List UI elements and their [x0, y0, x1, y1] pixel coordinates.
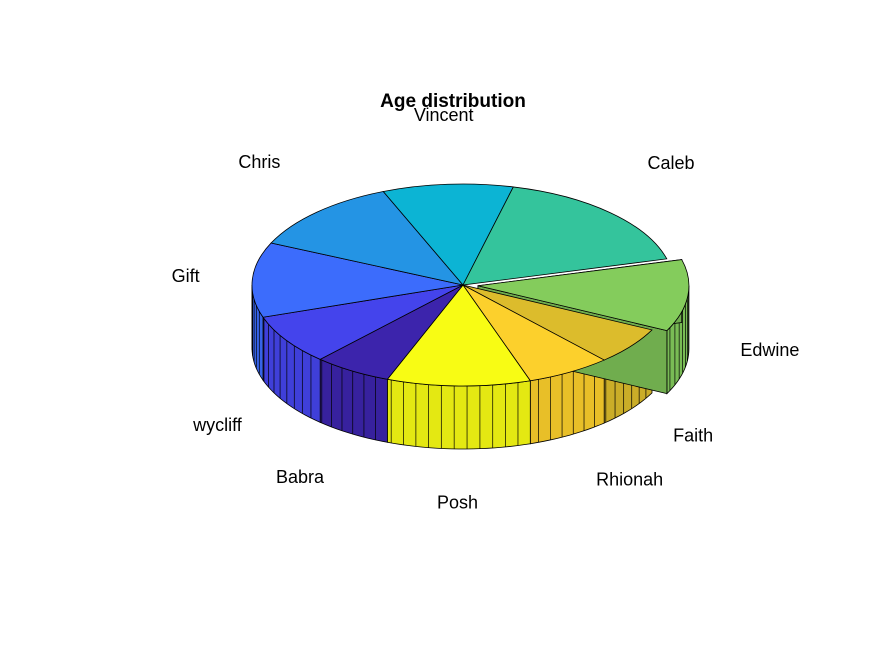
slice-edwine [477, 259, 690, 332]
slice-caleb [462, 186, 668, 286]
slice-label-edwine: Edwine [740, 340, 799, 360]
slice-vincent [382, 183, 514, 286]
slice-posh [386, 284, 531, 387]
slice-label-babra: Babra [276, 467, 325, 487]
slice-label-wycliff: wycliff [192, 415, 243, 435]
chart-title: Age distribution [380, 91, 526, 112]
slice-label-posh: Posh [437, 493, 478, 513]
pie-slices [251, 183, 690, 450]
slice-label-gift: Gift [172, 266, 200, 286]
slice-chris [270, 191, 465, 286]
slice-label-vincent: Vincent [414, 105, 474, 125]
slice-label-rhionah: Rhionah [596, 469, 663, 489]
slice-label-chris: Chris [238, 152, 280, 172]
pie-top-faces [251, 183, 690, 387]
slice-gift [251, 242, 464, 318]
slice-label-faith: Faith [673, 425, 713, 445]
slice-wycliff [262, 284, 464, 360]
pie-labels: Edwine Faith Rhionah Posh Babra wycliff Gift Ch… [172, 105, 800, 513]
slice-label-caleb: Caleb [648, 153, 695, 173]
slice-wall-posh [386, 378, 531, 450]
